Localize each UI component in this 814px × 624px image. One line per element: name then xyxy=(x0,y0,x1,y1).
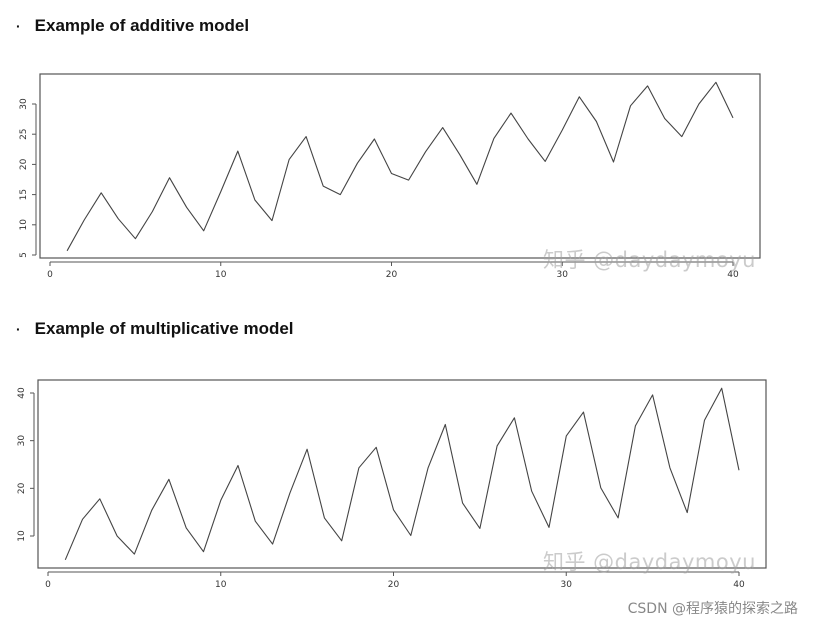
watermark-multiplicative: 知乎 @daydaymoyu xyxy=(543,550,756,574)
x-tick-label: 10 xyxy=(215,580,227,590)
x-tick-label: 40 xyxy=(733,580,745,590)
additive-heading-text: Example of additive model xyxy=(34,16,250,35)
footer-credit: CSDN @程序猿的探索之路 xyxy=(627,601,798,617)
series-line xyxy=(64,387,740,561)
y-tick-label: 30 xyxy=(19,98,29,110)
y-tick-label: 25 xyxy=(19,128,29,139)
x-tick-label: 0 xyxy=(45,580,51,590)
watermark-additive: 知乎 @daydaymoyu xyxy=(543,248,756,272)
y-tick-label: 40 xyxy=(17,387,27,399)
y-tick-label: 5 xyxy=(19,252,29,258)
y-tick-label: 15 xyxy=(19,189,29,200)
y-tick-label: 30 xyxy=(17,435,27,447)
series-line xyxy=(66,81,734,252)
plot-frame xyxy=(39,73,761,259)
y-tick-label: 20 xyxy=(17,482,27,494)
multiplicative-heading-text: Example of multiplicative model xyxy=(34,319,294,338)
x-tick-label: 10 xyxy=(215,270,227,280)
y-tick-label: 10 xyxy=(17,530,27,542)
x-tick-label: 0 xyxy=(47,270,53,280)
x-tick-label: 30 xyxy=(557,270,569,280)
y-tick-label: 10 xyxy=(19,219,29,231)
bullet: · xyxy=(16,321,21,337)
bullet: · xyxy=(16,18,21,34)
additive-model-chart: 0 10 20 30 40 5 10 15 20 25 30 xyxy=(19,73,761,280)
plot-frame xyxy=(37,379,767,569)
additive-heading: · Example of additive model xyxy=(16,16,249,36)
x-tick-label: 40 xyxy=(727,270,739,280)
x-tick-label: 30 xyxy=(561,580,573,590)
multiplicative-heading: · Example of multiplicative model xyxy=(16,319,294,339)
y-tick-label: 20 xyxy=(19,158,29,170)
x-tick-label: 20 xyxy=(388,580,400,590)
x-tick-label: 20 xyxy=(386,270,398,280)
